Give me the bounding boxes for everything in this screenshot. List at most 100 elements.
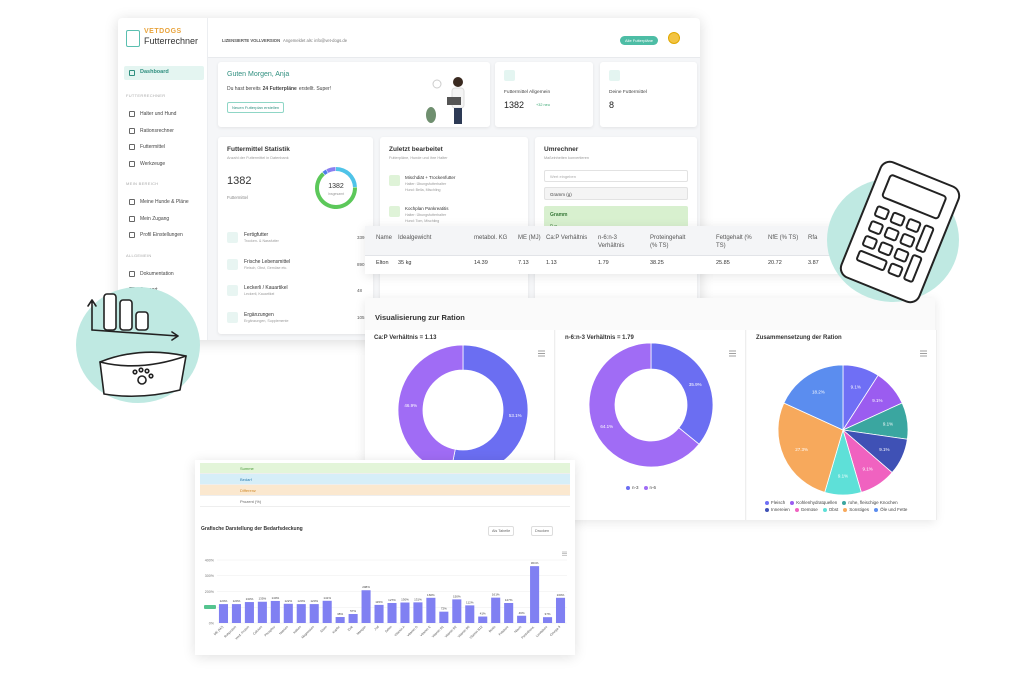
value-label: 160% (557, 593, 565, 597)
y-tick-label: 300% (205, 574, 215, 578)
nav-item[interactable]: Support (140, 287, 158, 293)
bar (400, 602, 410, 623)
value-label: 35.9% (689, 382, 702, 387)
nav-icon (129, 232, 135, 238)
legend-item[interactable]: Innereien (765, 507, 790, 512)
nav-item[interactable]: Halter und Hund (140, 111, 177, 117)
recent-name[interactable]: Mischdiät + Trockenfutter (405, 175, 456, 180)
value-label: 361% (531, 561, 539, 565)
nav-section-title: FUTTERRECHNER (126, 93, 166, 98)
nav-item[interactable]: Rationsrechner (140, 127, 174, 134)
legend-item[interactable]: n-3 (626, 485, 639, 490)
nav-item[interactable]: Futtermittel (140, 144, 166, 150)
stat-value: 1382 (504, 100, 525, 110)
table-header: ME (MJ) (518, 235, 541, 241)
table-header: Fettgehalt (% TS) (716, 235, 752, 249)
legend-item[interactable]: n-6 (643, 485, 656, 490)
calc-display (881, 174, 947, 220)
legend-item[interactable]: Fleisch (765, 500, 785, 505)
x-tick-label: Vitamin B1 (431, 625, 445, 639)
create-plan-button[interactable]: Neuen Futterplan erstellen (227, 102, 285, 113)
nav-item[interactable]: Profil Einstellungen (140, 232, 183, 238)
recent-detail: Hund: Tom, Mischling (405, 219, 440, 223)
bowl (99, 351, 187, 398)
value-label: 53.1% (509, 413, 522, 418)
nav-section-title: ALLGEMEIN (126, 252, 152, 258)
arrow-up (87, 299, 97, 331)
card-subtitle: Maßeinheiten konvertieren (544, 156, 589, 160)
value-label: 57% (350, 609, 356, 613)
stat-icon (609, 70, 620, 81)
legend-label: rohe, fleischige Knochen (848, 500, 898, 505)
nav-icon (129, 215, 135, 222)
user-info: Angemeldet als: info@vet-dogs.de (283, 38, 348, 43)
nav-active-bg (124, 66, 204, 80)
value-label: 133% (246, 597, 254, 601)
card-title: Zuletzt bearbeitet (389, 146, 443, 153)
bar (244, 602, 254, 623)
chart-button[interactable]: Als Tabelle (488, 526, 515, 536)
chart-card: Zusammensetzung der Ration 9.1% 9.1% 9.1% 9.… (747, 330, 937, 520)
slice (650, 342, 714, 445)
x-tick-label: Kupfer (331, 624, 341, 634)
value-label: 160% (427, 593, 435, 597)
legend-item[interactable]: rohe, fleischige Knochen (842, 500, 898, 505)
summary-label: Differenz (240, 488, 256, 493)
value-label: 41% (480, 612, 486, 616)
chart-title: n-6:n-3 Verhältnis = 1.79 (565, 335, 634, 341)
table-header: Rfa (808, 235, 818, 241)
legend-swatch (874, 507, 879, 512)
value-input[interactable]: Wert eingeben (544, 170, 688, 182)
card-title: Umrechner (544, 146, 579, 153)
header: LIZENSIERTE VOLLVERSION Angemeldet als: i… (208, 18, 700, 58)
bowl-rim (99, 355, 187, 367)
recent-detail: Hund: Bella, Mischling (405, 188, 441, 192)
x-tick-label: Folsäure (498, 625, 510, 637)
value-label: 9.1% (851, 384, 861, 389)
paw (144, 368, 150, 374)
greeting: Guten Morgen, Anja (227, 71, 290, 78)
bar (491, 597, 501, 623)
category-desc: Trocken- & Nassfutter (244, 239, 279, 243)
bar (517, 615, 527, 623)
category-name: Frische Lebensmittel (244, 258, 291, 265)
table-cell: Elton (376, 260, 389, 266)
table-cell: 35 kg (398, 260, 412, 266)
legend-label: Kohlenhydratquellen (796, 500, 838, 505)
value-label: 130% (401, 598, 409, 602)
chart-card: n-6:n-3 Verhältnis = 1.79 35.9% 64.1% n-3 n-… (556, 330, 746, 520)
stat-value: 8 (609, 100, 615, 110)
legend-item[interactable]: Kohlenhydratquellen (790, 500, 837, 505)
chart-button[interactable]: Drucken (531, 526, 554, 536)
section-title: Visualisierung zur Ration (375, 313, 465, 322)
legend-item[interactable]: Sonstiges (843, 507, 869, 512)
nav-item[interactable]: Dokumentation (140, 270, 174, 277)
x-tick-label: Kalium (292, 625, 302, 635)
card-subtitle: Anzahl der Futtermittel in Datenbank (227, 156, 289, 160)
chart-title: Grafische Darstellung der Bedarfsdeckung (201, 526, 303, 532)
x-tick-label: Pantothens. (520, 625, 535, 640)
value-label: 131% (414, 597, 422, 601)
nav-item[interactable]: Werkzeuge (140, 160, 166, 167)
legend-item[interactable]: Öle und Fette (874, 507, 907, 512)
nav-item[interactable]: Dashboard (140, 69, 169, 75)
legend-item[interactable]: Gemüse (794, 507, 818, 512)
value-label: 120% (220, 599, 228, 603)
x-tick-label: Eisen (319, 625, 328, 634)
nav-item[interactable]: Mein Zugang (140, 215, 170, 222)
value-label: 120% (233, 599, 241, 603)
x-tick-label: Niacin (513, 625, 522, 634)
legend-item[interactable]: Obst (822, 507, 838, 512)
welcome-text-part: erstellt. Super! (298, 86, 332, 92)
x-tick-label: Selen (384, 625, 393, 634)
value-label: 120% (310, 599, 318, 603)
ring-value: 1382 (328, 183, 344, 190)
recent-name[interactable]: Kochplan Pankreatitis (405, 206, 449, 211)
value-label: 140% (271, 596, 279, 600)
value-label: 127% (388, 598, 396, 602)
table-cell: 1.79 (598, 260, 609, 266)
header-button[interactable]: Alle Futterpläne (620, 36, 659, 45)
nav-item[interactable]: Meine Hunde & Pläne (140, 199, 189, 205)
unit-select[interactable]: Gramm (g) (544, 187, 688, 200)
